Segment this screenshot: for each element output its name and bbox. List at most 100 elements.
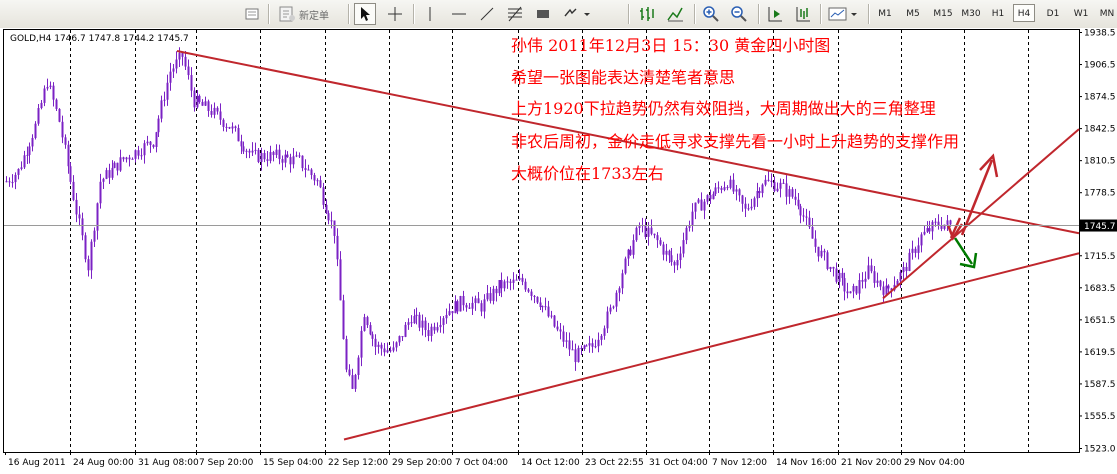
candle-body [779, 182, 782, 189]
bar-chart-icon[interactable] [636, 3, 658, 25]
fibonacci-icon[interactable] [504, 3, 526, 25]
timeframe-h1[interactable]: H1 [991, 9, 1005, 19]
trendline-icon[interactable] [476, 3, 498, 25]
crosshair-icon[interactable] [384, 3, 406, 25]
candle-body [829, 266, 832, 269]
rectangle-icon[interactable] [532, 3, 554, 25]
candle-body [732, 179, 735, 192]
candle-body [788, 189, 791, 197]
timeframe-w1[interactable]: W1 [1073, 9, 1089, 19]
timeframe-m5[interactable]: M5 [906, 9, 920, 19]
candle-body [427, 330, 430, 336]
candle-body [345, 339, 348, 370]
candle-body [712, 193, 715, 200]
timeframe-m30[interactable]: M30 [961, 9, 981, 19]
candle-body [509, 281, 512, 283]
price-tick-label: 1874.5 [1084, 93, 1116, 103]
horizontal-line-icon[interactable] [448, 3, 470, 25]
candle-body [583, 345, 586, 350]
cursor-icon[interactable] [354, 3, 376, 25]
candle-body [410, 322, 413, 324]
candle-body [149, 141, 152, 145]
candle-body [937, 221, 940, 226]
vertical-line-icon[interactable] [420, 3, 440, 25]
candle-body [404, 324, 407, 337]
candle-body [213, 107, 216, 115]
candle-body [207, 101, 210, 111]
candle-body [52, 85, 55, 100]
trendlines[interactable] [176, 50, 1080, 441]
candle-body [336, 235, 339, 260]
candle-body [8, 181, 11, 183]
candle-body [489, 293, 492, 301]
chart-shift-icon[interactable] [764, 3, 786, 25]
candle-body [882, 286, 885, 295]
candle-body [758, 191, 761, 194]
autoscroll-icon[interactable] [792, 3, 814, 25]
candle-body [269, 152, 272, 161]
annotation-line-5: 大概价位在1733左右 [511, 164, 664, 183]
time-axis: 16 Aug 2011 24 Aug 00:00 31 Aug 08:00 7 Sep… [5, 452, 965, 468]
candle-body [533, 295, 536, 297]
timeframe-m15[interactable]: M15 [933, 9, 953, 19]
candle-body [292, 156, 295, 165]
timeframe-mn[interactable]: MN [1099, 9, 1115, 19]
candle-body [905, 266, 908, 271]
timeframe-h4[interactable]: H4 [1013, 4, 1035, 22]
arrows-menu-icon[interactable] [560, 3, 594, 25]
candle-body [61, 121, 64, 138]
candle-body [867, 265, 870, 279]
candle-body [401, 336, 404, 338]
candle-body [656, 235, 659, 241]
candle-body [43, 88, 46, 103]
zoom-out-icon[interactable] [728, 3, 750, 25]
new-order-button[interactable]: 新定单 [278, 3, 340, 25]
chart-area[interactable]: 1938.5 1906.5 1874.5 1842.5 1810.5 1778.5 1715… [0, 28, 1117, 470]
templates-icon[interactable] [826, 3, 862, 25]
candle-body [917, 245, 920, 253]
candle-body [187, 66, 190, 76]
candle-body [600, 335, 603, 340]
candle-body [670, 255, 673, 263]
candle-body [219, 111, 222, 120]
candle-body [618, 288, 621, 293]
candle-body [14, 174, 17, 183]
timeframe-m1[interactable]: M1 [878, 9, 892, 19]
candle-body [665, 250, 668, 255]
candle-body [638, 226, 641, 228]
candle-body [506, 281, 509, 283]
candle-body [231, 126, 234, 129]
candle-body [93, 230, 96, 242]
price-tick-label: 1555.5 [1084, 412, 1116, 422]
candle-body [137, 150, 140, 156]
candle-body [870, 265, 873, 272]
candle-body [923, 231, 926, 235]
candle-body [175, 59, 178, 69]
candle-body [846, 291, 849, 294]
candle-body [588, 343, 591, 346]
chart-properties-icon[interactable] [243, 3, 261, 25]
candle-body [527, 289, 530, 292]
candle-body [248, 150, 251, 153]
candle-body [782, 182, 785, 184]
candle-body [744, 203, 747, 209]
timeframe-d1[interactable]: D1 [1046, 9, 1060, 19]
time-tick-label: 14 Oct 12:00 [521, 458, 580, 468]
time-tick-label: 21 Nov 20:00 [841, 458, 902, 468]
candle-body [251, 150, 254, 153]
candle-body [585, 345, 588, 347]
candle-body [99, 181, 102, 204]
line-chart-icon[interactable] [664, 3, 686, 25]
zoom-in-icon[interactable] [700, 3, 722, 25]
candle-body [650, 227, 653, 234]
candle-body [272, 152, 275, 155]
candle-body [694, 202, 697, 212]
candle-body [764, 179, 767, 185]
candle-body [342, 300, 345, 340]
candle-body [761, 184, 764, 194]
candle-body [896, 280, 899, 285]
time-tick-label: 14 Nov 16:00 [776, 458, 837, 468]
candle-body [791, 189, 794, 197]
candle-body [371, 334, 374, 339]
price-chart[interactable]: 1938.5 1906.5 1874.5 1842.5 1810.5 1778.5 1715… [0, 28, 1117, 470]
